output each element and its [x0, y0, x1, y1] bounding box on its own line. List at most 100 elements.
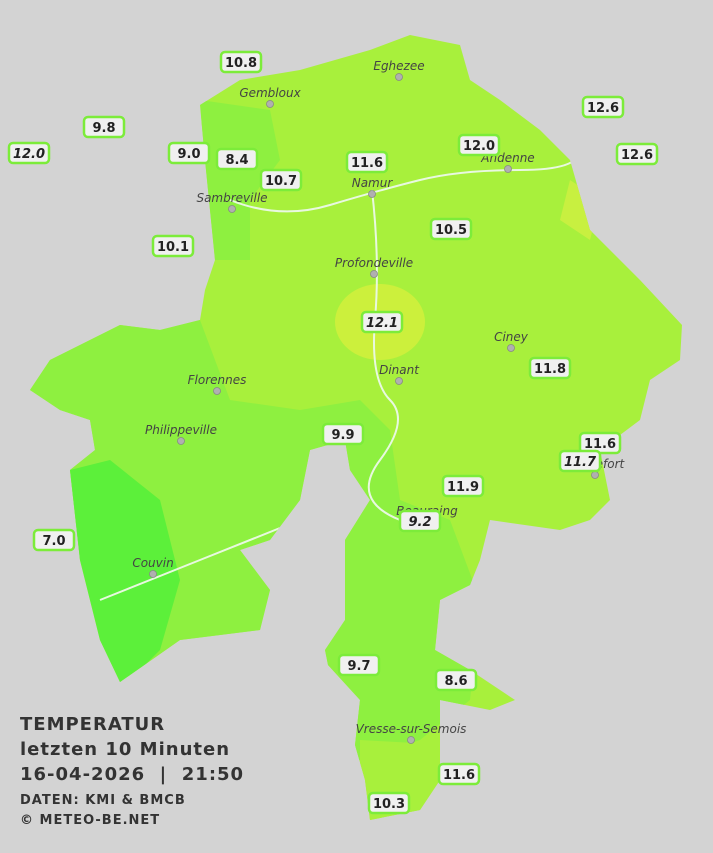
station: 12.6	[615, 142, 659, 166]
station-box	[219, 50, 263, 74]
station: 9.7	[337, 653, 381, 677]
station: 11.9	[441, 474, 485, 498]
station-value: 11.6	[584, 437, 616, 452]
town-name: Florennes	[188, 373, 247, 387]
station-box	[615, 142, 659, 166]
station-value: 11.6	[351, 156, 383, 171]
station-value: 11.7	[564, 455, 597, 470]
station-box	[558, 449, 602, 473]
station-value: 10.3	[373, 797, 405, 812]
station-value: 12.1	[366, 316, 398, 331]
station: 10.8	[219, 50, 263, 74]
legend-subtitle: letzten 10 Minuten	[20, 739, 230, 760]
station-value: 9.7	[347, 659, 370, 674]
town-dot	[149, 570, 157, 578]
station-value: 10.1	[157, 240, 189, 255]
town-name: Sambreville	[196, 191, 267, 205]
station-value: 7.0	[42, 534, 65, 549]
station-box	[360, 310, 404, 334]
station: 12.6	[581, 95, 625, 119]
station: 10.7	[259, 168, 303, 192]
station-box	[259, 168, 303, 192]
town-dot	[177, 437, 185, 445]
town-dot	[407, 736, 415, 744]
town-name: Vresse-sur-Semois	[356, 722, 467, 736]
station: 11.7	[558, 449, 602, 473]
legend-copyright: © METEO-BE.NET	[20, 813, 160, 828]
town-dot	[228, 205, 236, 213]
town-name: Gembloux	[239, 86, 301, 100]
legend-source: DATEN: KMI & BMCB	[20, 793, 186, 808]
town-dot	[591, 471, 599, 479]
town-name: Ciney	[494, 330, 529, 344]
station: 7.0	[32, 528, 76, 552]
station-value: 12.0	[463, 139, 495, 154]
town-dot	[507, 344, 515, 352]
station-box	[167, 141, 211, 165]
station-value: 12.6	[587, 101, 619, 116]
station: 8.6	[434, 668, 478, 692]
station: 12.0	[7, 141, 51, 165]
station-box	[32, 528, 76, 552]
town-name: Dinant	[379, 363, 420, 377]
station-value: 9.8	[92, 121, 115, 136]
station-box	[367, 791, 411, 815]
station-value: 9.0	[177, 147, 200, 162]
station-box	[441, 474, 485, 498]
station-value: 10.7	[265, 174, 297, 189]
station-box	[7, 141, 51, 165]
station: 11.6	[578, 431, 622, 455]
station: 8.4	[215, 147, 259, 171]
town-name: Profondeville	[335, 256, 413, 270]
station: 9.9	[321, 422, 365, 446]
station: 11.6	[437, 762, 481, 786]
town-dot	[395, 377, 403, 385]
station-box	[398, 509, 442, 533]
station-value: 8.6	[444, 674, 467, 689]
station: 10.5	[429, 217, 473, 241]
station-box	[345, 150, 389, 174]
station-box	[151, 234, 195, 258]
station-box	[434, 668, 478, 692]
station-box	[321, 422, 365, 446]
station-box	[528, 356, 572, 380]
station-box	[215, 147, 259, 171]
town-dot	[266, 100, 274, 108]
station: 9.8	[82, 115, 126, 139]
station-value: 10.8	[225, 56, 257, 71]
station-box	[337, 653, 381, 677]
station-value: 11.9	[447, 480, 479, 495]
town-dot	[395, 73, 403, 81]
legend-title: TEMPERATUR	[20, 714, 165, 735]
station-value: 10.5	[435, 223, 467, 238]
station-value: 11.6	[443, 768, 475, 783]
station: 9.0	[167, 141, 211, 165]
town-name: Philippeville	[145, 423, 217, 437]
town-dot	[370, 270, 378, 278]
station: 9.2	[398, 509, 442, 533]
station: 12.1	[360, 310, 404, 334]
station: 10.3	[367, 791, 411, 815]
town-dot	[504, 165, 512, 173]
station-box	[437, 762, 481, 786]
station-value: 9.2	[408, 515, 431, 530]
station-value: 12.6	[621, 148, 653, 163]
station-value: 8.4	[225, 153, 248, 168]
station-value: 12.0	[13, 147, 45, 162]
station: 12.0	[457, 133, 501, 157]
station: 10.1	[151, 234, 195, 258]
station-value: 11.8	[534, 362, 566, 377]
town-dot	[368, 190, 376, 198]
town-dot	[213, 387, 221, 395]
station-box	[429, 217, 473, 241]
station: 11.6	[345, 150, 389, 174]
legend-datetime: 16-04-2026 | 21:50	[20, 764, 244, 785]
town-name: Namur	[352, 176, 394, 190]
station-box	[581, 95, 625, 119]
station-box	[82, 115, 126, 139]
station: 11.8	[528, 356, 572, 380]
station-value: 9.9	[331, 428, 354, 443]
town-name: Couvin	[132, 556, 173, 570]
town-name: Eghezee	[373, 59, 424, 73]
